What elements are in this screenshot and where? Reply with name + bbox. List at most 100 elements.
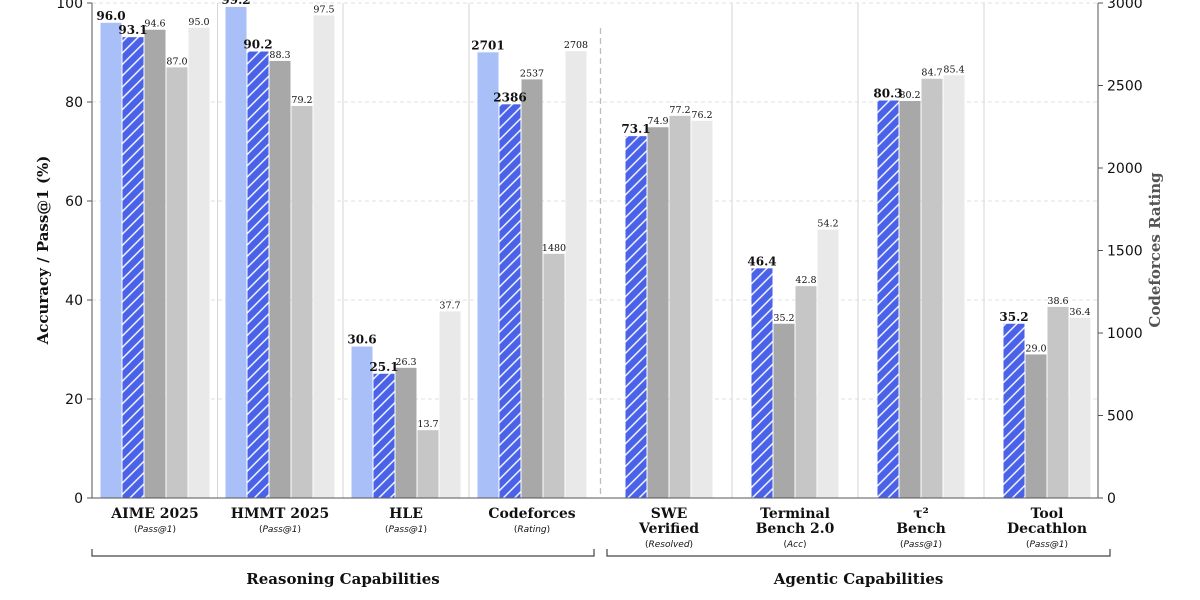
value-label: 30.6 [347, 333, 376, 347]
bar-codeforces-hatch [499, 104, 521, 498]
value-label: 29.0 [1025, 343, 1046, 354]
metric-label: (Pass@1) [1026, 540, 1068, 550]
category-label: Codeforces [488, 506, 575, 522]
category-label: Terminal [760, 506, 830, 522]
value-label: 46.4 [747, 254, 776, 268]
value-label: 80.3 [873, 87, 902, 101]
value-label: 94.6 [144, 19, 165, 30]
value-label: 77.2 [669, 105, 690, 116]
value-label: 35.2 [773, 313, 794, 324]
bar-aime-2025-gray1 [144, 29, 166, 498]
bar--bench-gray2 [921, 78, 943, 499]
group-label: Agentic Capabilities [773, 570, 944, 588]
category-label: Verified [638, 521, 699, 537]
left-tick-label: 80 [65, 95, 83, 111]
bar-terminal-bench-2-0-hatch [751, 268, 773, 498]
right-tick-label: 0 [1107, 491, 1116, 507]
value-label: 95.0 [188, 17, 209, 28]
left-tick-label: 60 [65, 194, 83, 210]
right-tick-label: 2000 [1107, 161, 1143, 177]
category-label: τ² [913, 506, 929, 522]
bar-terminal-bench-2-0-gray1 [773, 323, 795, 498]
value-label: 97.5 [313, 4, 334, 15]
bar-tool-decathlon-gray1 [1025, 354, 1047, 498]
category-label: Tool [1031, 506, 1064, 522]
bar-swe-verified-gray2 [669, 115, 691, 499]
value-label: 76.2 [691, 110, 712, 121]
value-label: 2537 [520, 68, 544, 79]
value-label: 37.7 [439, 300, 460, 311]
metric-label: (Rating) [514, 525, 550, 535]
bar-swe-verified-gray3 [691, 120, 713, 498]
bar-hmmt-2025-hatch [247, 51, 269, 498]
bar-tool-decathlon-gray2 [1047, 306, 1069, 498]
value-label: 96.0 [96, 9, 125, 23]
bar-swe-verified-gray1 [647, 127, 669, 499]
category-label: Bench [896, 521, 946, 537]
bar-codeforces-gray1 [521, 79, 543, 499]
value-label: 2701 [471, 38, 504, 52]
value-label: 74.9 [647, 116, 668, 127]
group-bracket [91, 549, 595, 557]
value-label: 84.7 [921, 68, 942, 79]
right-tick-label: 1500 [1107, 244, 1143, 260]
category-label: HLE [389, 506, 423, 522]
value-label: 99.2 [221, 0, 250, 7]
metric-label: (Acc) [783, 540, 806, 550]
bar-hle-gray3 [439, 311, 461, 498]
right-axis-title: Codeforces Rating [1146, 172, 1164, 328]
value-label: 93.1 [118, 23, 147, 37]
value-label: 13.7 [417, 419, 438, 430]
bar-hle-gray2 [417, 430, 439, 498]
bar--bench-gray1 [899, 101, 921, 498]
category-label: AIME 2025 [110, 506, 198, 522]
category-label: Bench 2.0 [756, 521, 835, 537]
left-axis-title: Accuracy / Pass@1 (%) [34, 156, 52, 346]
value-label: 88.3 [269, 50, 290, 61]
bar-codeforces-lightblue [477, 52, 499, 499]
metric-label: (Pass@1) [134, 525, 176, 535]
value-label: 42.8 [795, 275, 816, 286]
right-tick-label: 1000 [1107, 326, 1143, 342]
value-label: 85.4 [943, 64, 964, 75]
value-label: 36.4 [1069, 307, 1090, 318]
bar-tool-decathlon-hatch [1003, 323, 1025, 498]
bar-tool-decathlon-gray3 [1069, 317, 1091, 498]
bar-swe-verified-hatch [625, 136, 647, 498]
value-label: 2386 [493, 90, 526, 104]
value-label: 1480 [542, 243, 566, 254]
bar-hle-hatch [373, 373, 395, 498]
category-label: SWE [651, 506, 688, 522]
right-tick-label: 500 [1107, 409, 1134, 425]
value-label: 25.1 [369, 360, 398, 374]
left-tick-label: 0 [74, 491, 83, 507]
bar-aime-2025-gray3 [188, 27, 210, 498]
value-label: 38.6 [1047, 296, 1068, 307]
value-label: 79.2 [291, 95, 312, 106]
right-tick-label: 2500 [1107, 79, 1143, 95]
bar--bench-gray3 [943, 75, 965, 499]
value-label: 35.2 [999, 310, 1028, 324]
bar--bench-hatch [877, 100, 899, 498]
value-label: 2708 [564, 40, 588, 51]
bar-aime-2025-gray2 [166, 67, 188, 498]
metric-label: (Pass@1) [900, 540, 942, 550]
metric-label: (Resolved) [645, 540, 693, 550]
left-tick-label: 40 [65, 293, 83, 309]
value-label: 26.3 [395, 357, 416, 368]
value-label: 87.0 [166, 56, 187, 67]
right-tick-label: 3000 [1107, 0, 1143, 12]
bar-aime-2025-hatch [122, 37, 144, 498]
value-label: 90.2 [243, 38, 272, 52]
bar-aime-2025-lightblue [100, 22, 122, 499]
bar-hmmt-2025-lightblue [225, 6, 247, 499]
bar-hmmt-2025-gray3 [313, 15, 335, 498]
left-tick-label: 100 [56, 0, 83, 12]
group-label: Reasoning Capabilities [246, 570, 439, 588]
group-bracket [606, 549, 1111, 557]
value-label: 80.2 [899, 90, 920, 101]
bar-codeforces-gray3 [565, 51, 587, 499]
bar-hle-gray1 [395, 367, 417, 498]
bar-terminal-bench-2-0-gray2 [795, 286, 817, 498]
